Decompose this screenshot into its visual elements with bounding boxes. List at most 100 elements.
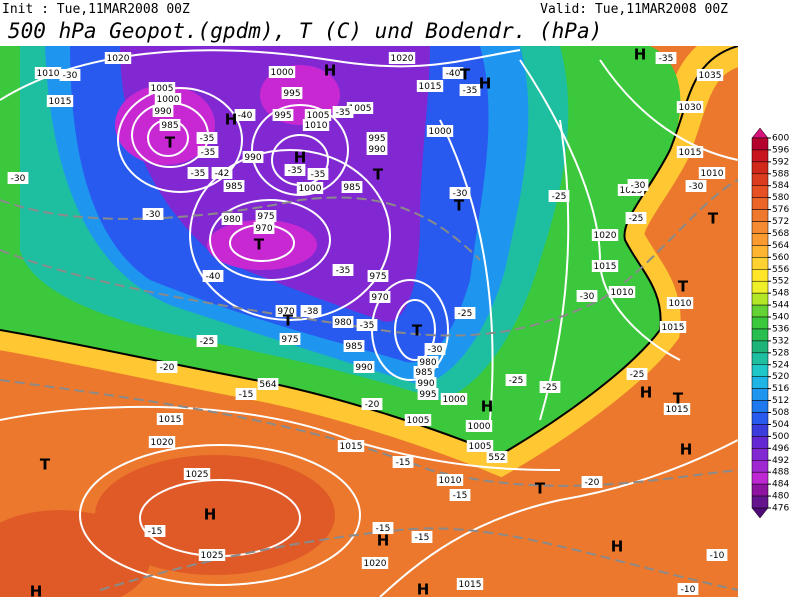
temperature-label-box [211, 167, 233, 179]
pressure-label-box [343, 340, 365, 352]
temperature-label-box [505, 374, 527, 386]
colorbar-band [751, 483, 769, 497]
colorbar-tick-label: 584 [772, 181, 789, 191]
pressure-label: 985 [345, 342, 362, 352]
pressure-system: T [254, 236, 265, 254]
pressure-label: 975 [281, 335, 298, 345]
pressure-label-box [663, 403, 691, 415]
pressure-label-box [698, 167, 726, 179]
pressure-label-box [281, 87, 303, 99]
pressure-label: 1025 [186, 470, 209, 480]
colorbar-tick-label: 568 [772, 229, 789, 239]
temperature-label: -15 [239, 390, 254, 400]
colorbar-tick-label: 524 [772, 360, 789, 370]
pressure-system: T [535, 480, 546, 498]
pressure-label: 990 [417, 379, 434, 389]
pressure-label: 1015 [159, 415, 182, 425]
colorbar-tick-label: 548 [772, 289, 789, 299]
pressure-label-box [337, 440, 365, 452]
pressure-system: T [673, 390, 684, 408]
colorbar-band [751, 364, 769, 377]
pressure-label: 1010 [611, 288, 634, 298]
colorbar-band [751, 376, 769, 389]
pressure-label: 1020 [391, 54, 414, 64]
pressure-label: 1015 [679, 148, 702, 158]
colorbar-tick-label: 480 [772, 492, 789, 502]
colorbar-band [751, 269, 769, 282]
temperature-label: -35 [336, 266, 351, 276]
colorbar-band [751, 221, 769, 234]
pressure-label: 990 [154, 107, 171, 117]
colorbar-tick-label: 572 [772, 217, 789, 227]
colorbar-band [751, 257, 769, 270]
pressure-label-box [104, 52, 132, 64]
pressure-label-box [275, 305, 297, 317]
temperature-label: -35 [463, 86, 478, 96]
pressure-label-box [148, 436, 176, 448]
pressure-label: 990 [244, 153, 261, 163]
colorbar-band [751, 292, 769, 306]
colorbar-tick-label: 516 [772, 384, 789, 394]
pressure-label-box [152, 105, 174, 117]
pressure-label-box [417, 356, 439, 368]
pressure-label: 980 [223, 215, 240, 225]
temperature-label-box [234, 109, 256, 121]
temperature-label: -20 [585, 478, 600, 488]
pressure-label: 1005 [469, 442, 492, 452]
pressure-system: H [680, 441, 693, 459]
pressure-label: 1005 [151, 84, 174, 94]
pressure-label-box [223, 180, 245, 192]
pressure-label-box [388, 52, 416, 64]
temperature-label: -25 [509, 376, 524, 386]
temperature-label-box [235, 388, 257, 400]
temperature-label: -42 [215, 169, 230, 179]
pressure-label-box [361, 557, 389, 569]
pressure-label: 970 [371, 293, 388, 303]
pressure-system: H [204, 506, 217, 524]
temperature-label-box [142, 208, 164, 220]
colorbar-tick-label: 492 [772, 456, 789, 466]
colorbar-band [751, 280, 769, 294]
pressure-label: 995 [419, 390, 436, 400]
pressure-label: 975 [369, 272, 386, 282]
pressure-system: H [417, 581, 430, 597]
pressure-label: 1025 [201, 551, 224, 561]
pressure-label: 1020 [107, 54, 130, 64]
temperature-label-box [356, 319, 378, 331]
pressure-label-box [353, 361, 375, 373]
temperature-label-box [361, 398, 383, 410]
pressure-label-box [413, 366, 435, 378]
temperature-label: -35 [360, 321, 375, 331]
temperature-label-box [411, 531, 433, 543]
colorbar-band [751, 161, 769, 175]
pressure-label-box [302, 119, 330, 131]
colorbar-tick-label: 556 [772, 265, 789, 275]
contour-line-label-box [486, 451, 508, 463]
temperature-label: -15 [453, 491, 468, 501]
pressure-label-box [465, 420, 493, 432]
pressure-system: T [460, 66, 471, 84]
temperature-label-box [454, 307, 476, 319]
temperature-label: -38 [304, 307, 319, 317]
temperature-label-box [627, 179, 649, 191]
pressure-label-box [272, 109, 294, 121]
colorbar-tick-label: 552 [772, 277, 789, 287]
temperature-label: -40 [446, 69, 461, 79]
colorbar-band [751, 424, 769, 437]
temperature-label: -20 [160, 363, 175, 373]
colorbar-band [751, 149, 769, 163]
colorbar-band [751, 495, 769, 509]
pressure-label-box [183, 468, 211, 480]
temperature-label: -25 [200, 337, 215, 347]
temperature-label-box [625, 212, 647, 224]
colorbar-tick-label: 596 [772, 145, 789, 155]
pressure-label-box [591, 229, 619, 241]
temperature-label: -15 [376, 524, 391, 534]
temperature-label: -35 [191, 169, 206, 179]
pressure-label: 990 [368, 145, 385, 155]
temperature-label-box [196, 132, 218, 144]
pressure-system: T [678, 278, 689, 296]
pressure-label-box [242, 151, 264, 163]
colorbar-band [751, 471, 769, 485]
